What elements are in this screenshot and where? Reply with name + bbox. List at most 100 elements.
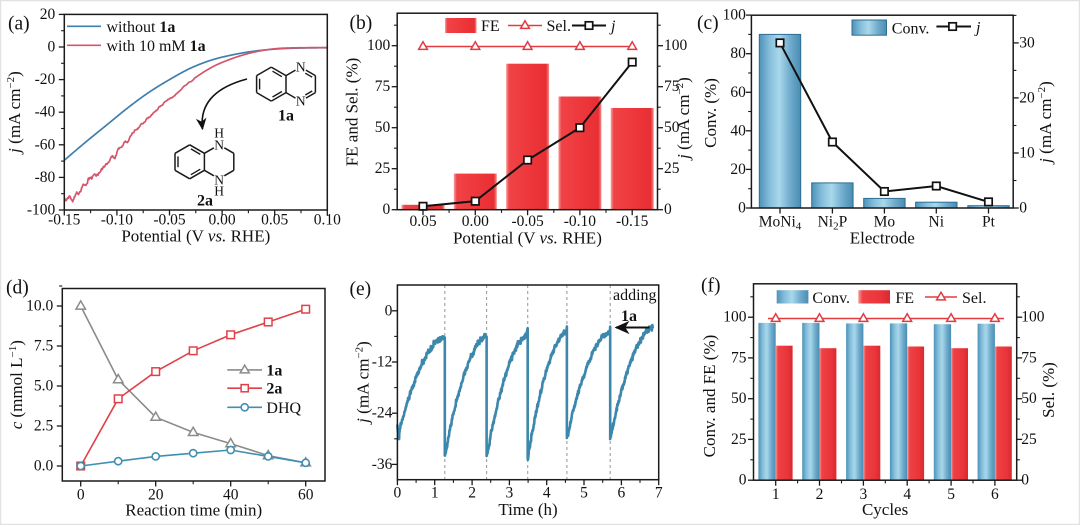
svg-text:1a: 1a (266, 362, 282, 379)
svg-text:4: 4 (543, 485, 551, 502)
svg-text:Conv.: Conv. (892, 21, 930, 38)
svg-text:0: 0 (385, 302, 393, 319)
svg-text:20: 20 (40, 6, 56, 23)
svg-text:10.0: 10.0 (26, 298, 53, 315)
svg-text:100: 100 (723, 309, 747, 326)
svg-text:Ni: Ni (929, 214, 945, 231)
svg-text:0: 0 (664, 201, 672, 218)
svg-text:25: 25 (1021, 431, 1037, 448)
svg-text:2: 2 (816, 486, 824, 503)
svg-text:30: 30 (1019, 34, 1035, 51)
svg-text:40: 40 (730, 122, 746, 139)
svg-text:DHQ: DHQ (266, 400, 301, 417)
svg-text:0: 0 (1021, 472, 1029, 489)
svg-text:j (mA cm−2): j (mA cm−2) (354, 341, 373, 425)
svg-text:0: 0 (77, 487, 85, 504)
svg-text:FE: FE (481, 18, 500, 35)
svg-text:Conv. and FE (%): Conv. and FE (%) (700, 335, 719, 458)
svg-text:75: 75 (375, 78, 391, 95)
svg-text:7.5: 7.5 (34, 338, 54, 355)
svg-text:7: 7 (655, 485, 663, 502)
svg-text:FE: FE (895, 290, 914, 307)
svg-text:3: 3 (860, 486, 868, 503)
svg-text:(d): (d) (6, 277, 29, 298)
svg-text:0.00: 0.00 (209, 212, 236, 229)
svg-text:100: 100 (1021, 309, 1044, 326)
svg-text:MoNi4: MoNi4 (759, 214, 802, 233)
svg-text:5.0: 5.0 (34, 378, 54, 395)
svg-text:2.5: 2.5 (34, 418, 54, 435)
svg-text:-100: -100 (27, 202, 56, 219)
svg-text:(f): (f) (701, 276, 720, 297)
svg-text:75: 75 (1021, 349, 1037, 366)
svg-text:j: j (974, 20, 981, 37)
svg-text:adding: adding (613, 287, 657, 304)
svg-text:(b): (b) (350, 13, 373, 34)
svg-text:0: 0 (394, 485, 402, 502)
svg-text:N: N (296, 60, 306, 75)
svg-text:Sel.: Sel. (962, 290, 986, 307)
svg-text:-12: -12 (372, 354, 393, 371)
svg-text:0.05: 0.05 (261, 212, 288, 229)
svg-text:Potential (V vs. RHE): Potential (V vs. RHE) (453, 229, 602, 248)
svg-text:4: 4 (903, 486, 911, 503)
svg-text:50: 50 (731, 390, 747, 407)
svg-text:6: 6 (991, 486, 999, 503)
svg-text:2a: 2a (197, 193, 213, 210)
svg-text:100: 100 (664, 37, 688, 54)
svg-text:N: N (296, 94, 306, 109)
svg-text:0: 0 (739, 472, 747, 489)
svg-text:-80: -80 (35, 169, 56, 186)
svg-text:N: N (214, 137, 224, 152)
svg-text:Conv.: Conv. (812, 290, 850, 307)
svg-text:-0.05: -0.05 (511, 213, 544, 230)
svg-text:-36: -36 (372, 456, 393, 473)
svg-text:20: 20 (148, 487, 164, 504)
svg-text:-24: -24 (372, 405, 393, 422)
svg-text:5: 5 (580, 485, 588, 502)
svg-text:(c): (c) (697, 13, 719, 34)
svg-text:-0.05: -0.05 (153, 212, 186, 229)
svg-text:j (mA cm−2): j (mA cm−2) (1036, 81, 1055, 165)
svg-text:N: N (214, 172, 224, 187)
svg-text:20: 20 (730, 161, 746, 178)
svg-text:with 10 mM 1a: with 10 mM 1a (107, 38, 206, 55)
svg-text:25: 25 (375, 160, 391, 177)
svg-text:25: 25 (664, 160, 680, 177)
svg-text:0: 0 (1019, 200, 1027, 217)
svg-text:j: j (609, 18, 616, 35)
svg-text:80: 80 (730, 45, 746, 62)
svg-text:5: 5 (947, 486, 955, 503)
svg-text:75: 75 (664, 78, 680, 95)
svg-text:1a: 1a (621, 308, 637, 325)
svg-text:1a: 1a (278, 108, 294, 125)
svg-text:j (mA cm−2): j (mA cm−2) (5, 71, 24, 155)
svg-text:3: 3 (506, 485, 514, 502)
svg-text:(a): (a) (8, 13, 30, 34)
svg-text:0.10: 0.10 (314, 212, 341, 229)
svg-text:Pt: Pt (982, 214, 996, 231)
svg-text:-20: -20 (35, 71, 56, 88)
svg-text:0.05: 0.05 (409, 213, 436, 230)
svg-text:FE and Sel. (%): FE and Sel. (%) (343, 58, 362, 167)
svg-text:2a: 2a (266, 381, 282, 398)
svg-text:1: 1 (431, 485, 439, 502)
svg-text:25: 25 (731, 431, 747, 448)
svg-text:Electrode: Electrode (850, 229, 915, 248)
svg-text:Cycles: Cycles (862, 500, 908, 519)
svg-text:j (mA cm−2): j (mA cm−2) (674, 77, 693, 161)
svg-text:Time (h): Time (h) (498, 500, 557, 519)
svg-text:Potential (V vs. RHE): Potential (V vs. RHE) (121, 227, 270, 246)
svg-text:20: 20 (1019, 89, 1035, 106)
svg-text:Ni2P: Ni2P (818, 214, 848, 233)
svg-text:2: 2 (468, 485, 476, 502)
svg-text:1: 1 (772, 486, 780, 503)
svg-text:(e): (e) (350, 279, 372, 300)
svg-text:10: 10 (1019, 145, 1035, 162)
svg-text:50: 50 (664, 119, 680, 136)
svg-text:50: 50 (375, 119, 391, 136)
svg-text:c (mmol L−1): c (mmol L−1) (7, 340, 26, 429)
svg-text:-0.10: -0.10 (101, 212, 134, 229)
svg-text:H: H (214, 125, 224, 140)
svg-text:100: 100 (367, 37, 391, 54)
